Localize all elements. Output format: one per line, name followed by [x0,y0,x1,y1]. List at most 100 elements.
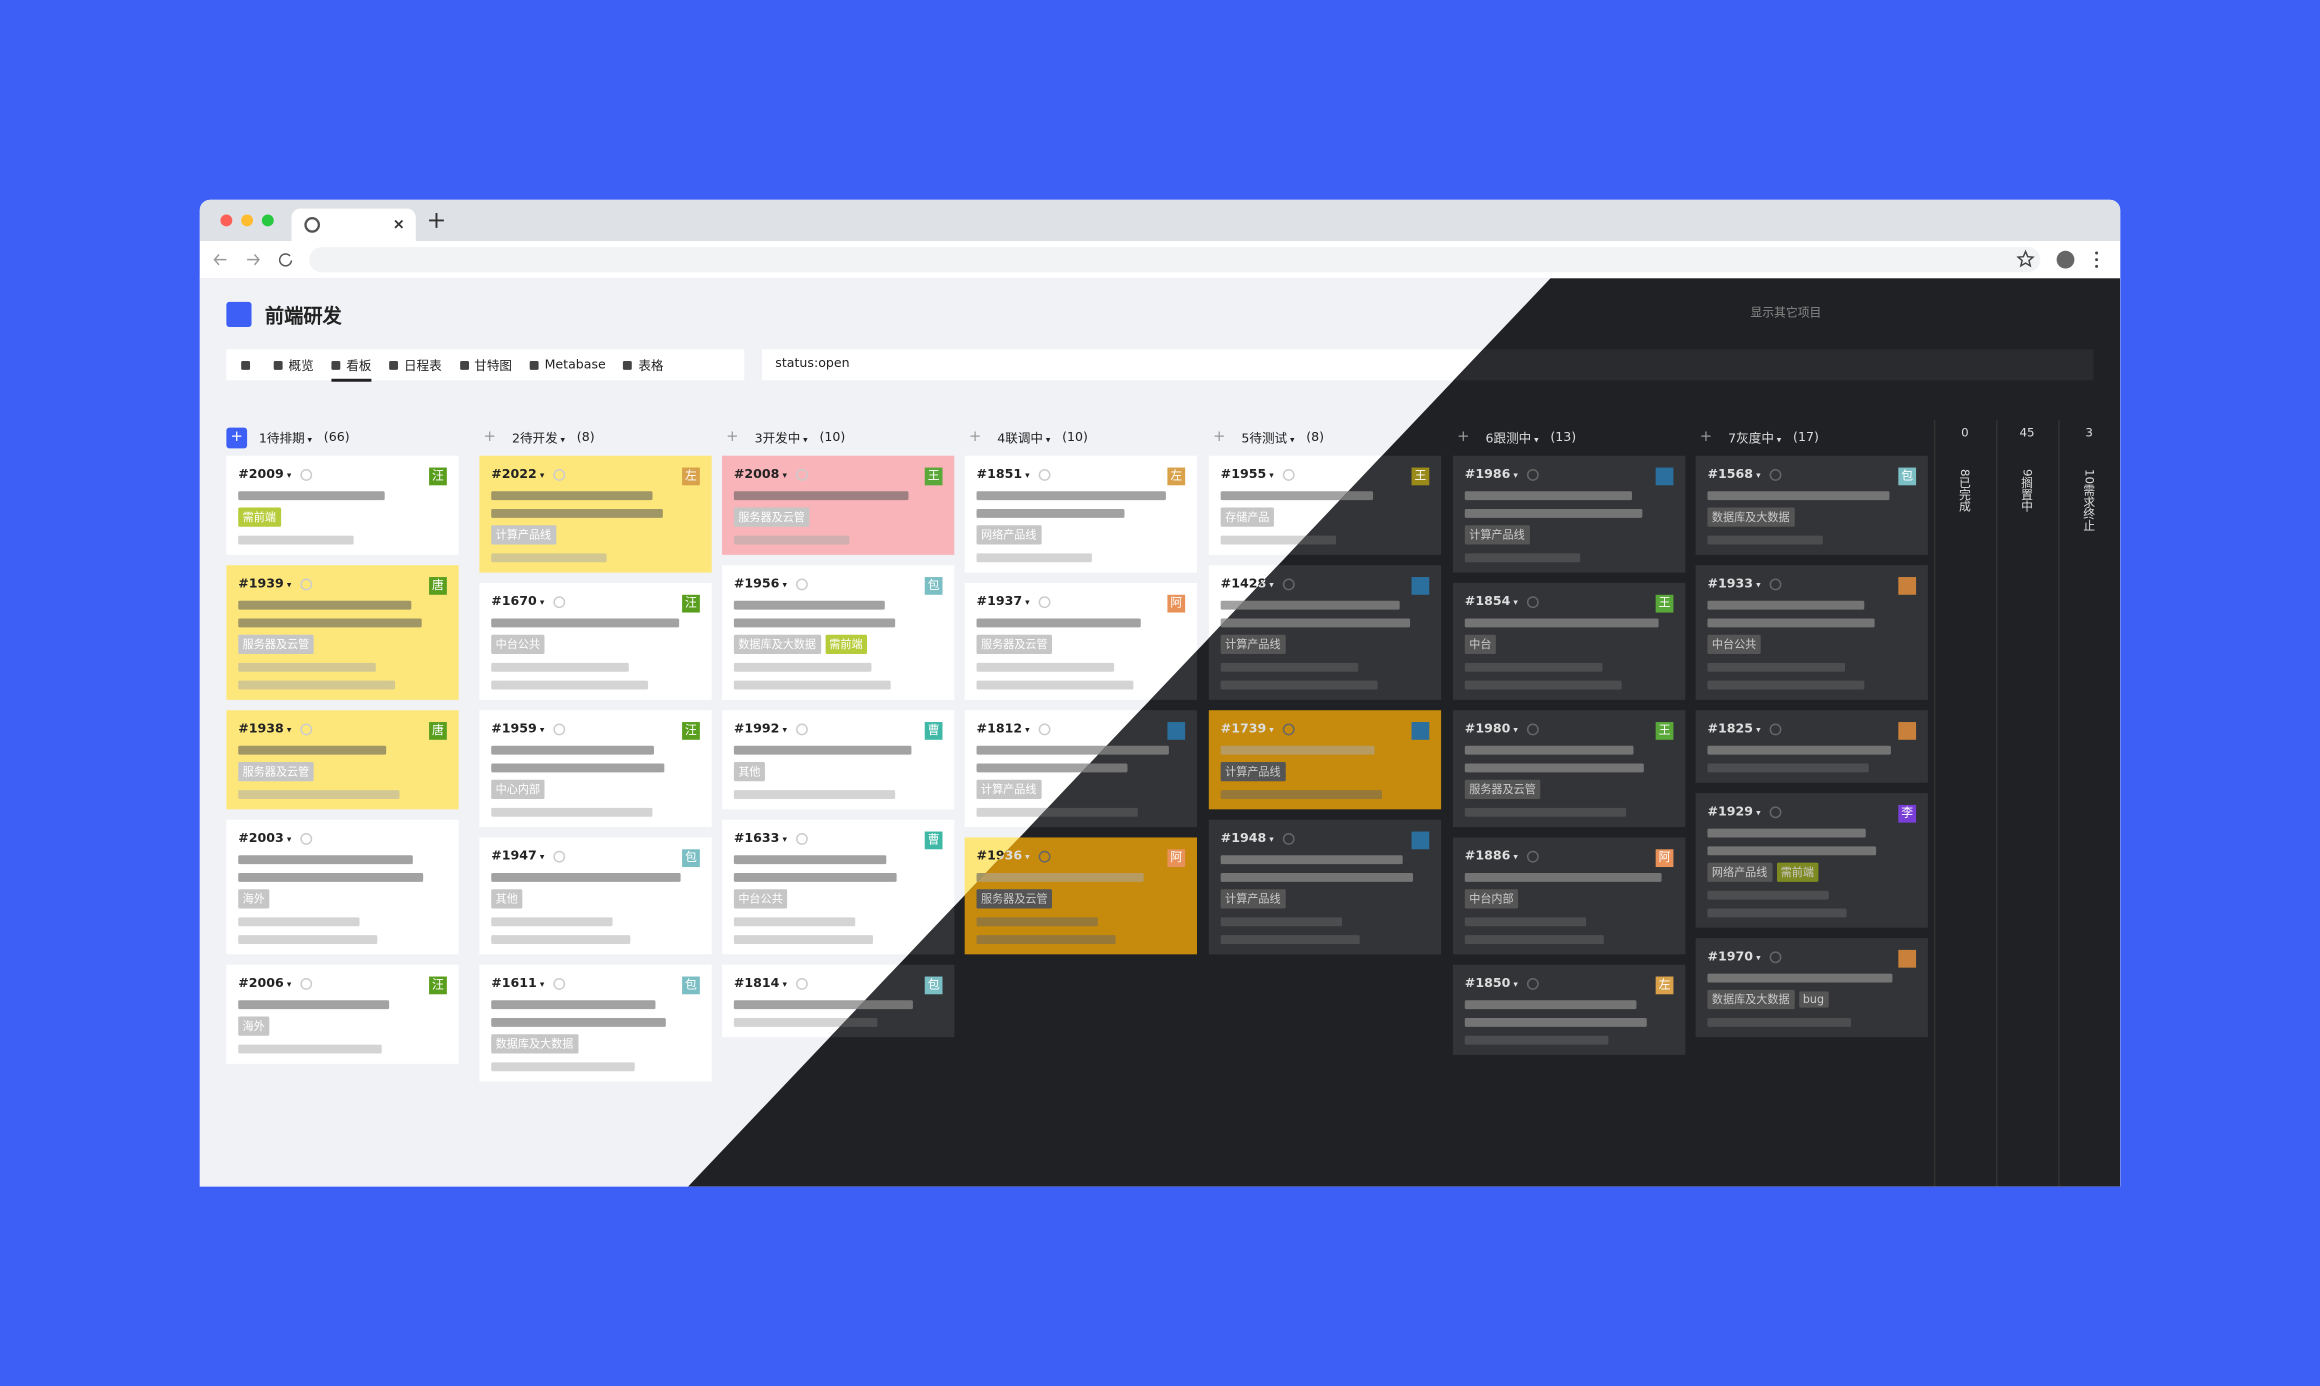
issue-card[interactable]: #1854 王中台 [1452,582,1686,700]
add-card[interactable]: + [483,429,496,446]
issue-id[interactable]: #1825 [1707,722,1760,737]
issue-id[interactable]: #1948 [1221,832,1274,847]
issue-id[interactable]: #1947 [491,849,544,864]
view-tab[interactable]: 概览 [274,348,314,381]
issue-id[interactable]: #1568 [1707,468,1760,483]
browser-tab[interactable] [291,208,416,242]
column-name[interactable]: 3开发中 [755,429,808,447]
nav-buttons[interactable] [212,250,301,269]
close-dot[interactable] [220,214,233,227]
view-tab[interactable]: 看板 [331,348,372,381]
issue-id[interactable]: #1886 [1465,849,1518,864]
add-card[interactable]: + [1212,429,1226,446]
issue-card[interactable]: #1739 计算产品线 [1208,710,1442,810]
issue-id[interactable]: #2009 [238,468,291,483]
column-name[interactable]: 5待测试 [1241,429,1294,447]
new-tab[interactable] [428,212,446,230]
collapsed-name: 9搁置中 [2020,469,2034,513]
issue-id[interactable]: #2003 [238,832,291,847]
add-card[interactable]: + [1457,429,1470,446]
issue-id[interactable]: #2008 [734,468,787,483]
issue-id[interactable]: #1739 [1221,722,1274,737]
issue-id[interactable]: #1670 [491,595,544,610]
add-card[interactable]: + [968,429,982,446]
add-card[interactable]: + [1699,429,1713,446]
view-tab[interactable]: 甘特图 [459,348,512,381]
issue-meta [491,680,648,690]
issue-card[interactable]: #1992 曹其他 [722,710,955,810]
issue-id[interactable]: #1850 [1465,977,1518,992]
zoom-dot[interactable] [261,214,274,227]
issue-id[interactable]: #1938 [238,722,291,737]
issue-id[interactable]: #1986 [1465,468,1518,483]
address-bar[interactable] [309,247,2041,273]
issue-id[interactable]: #2022 [491,468,544,483]
column-name[interactable]: 6跟测中 [1486,429,1539,447]
column-name[interactable]: 7灰度中 [1728,429,1781,447]
add-card[interactable]: + [226,427,248,449]
issue-meta [733,1017,878,1027]
issue-id[interactable]: #1814 [734,977,787,992]
collapsed-column[interactable]: 45 9搁置中 [1995,420,2057,1187]
issue-tag: 服务器及云管 [238,634,314,654]
issue-id[interactable]: #1939 [238,577,291,592]
add-card[interactable]: + [726,429,739,446]
view-tab[interactable]: 表格 [624,348,663,381]
minimize-dot[interactable] [241,214,254,227]
issue-id[interactable]: #1937 [977,595,1030,610]
column-name[interactable]: 1待排期 [259,429,312,447]
browser-icons[interactable] [2016,249,2115,271]
issue-card[interactable]: #1986 计算产品线 [1452,455,1686,573]
issue-id[interactable]: #1633 [734,832,787,847]
issue-id[interactable]: #1812 [977,722,1030,737]
issue-title-text [491,1017,667,1027]
column-name[interactable]: 2待开发 [512,429,565,447]
column-name[interactable]: 4联调中 [997,429,1050,447]
issue-id[interactable]: #1929 [1707,805,1760,820]
project-selector[interactable]: 显示其它项目 [1750,306,1822,320]
issue-id[interactable]: #1428 [1221,577,1274,592]
issue-card[interactable]: #2006 汪海外 [226,964,459,1064]
issue-card[interactable]: #1936阿服务器及云管 [964,837,1197,955]
issue-id[interactable]: #1959 [491,722,544,737]
issue-id[interactable]: #1992 [734,722,787,737]
collapsed-column[interactable]: 3 10需求终止 [2058,420,2119,1187]
issue-card[interactable]: #1825 [1695,710,1928,783]
issue-card[interactable]: #1850 左 [1452,964,1686,1055]
issue-tag: 计算产品线 [1220,761,1286,782]
issue-id[interactable]: #1854 [1465,595,1518,610]
settings-tab[interactable] [241,353,256,377]
issue-id[interactable]: #1980 [1465,722,1518,737]
issue-card[interactable]: #1933 中台公共 [1695,565,1928,700]
collapsed-column[interactable]: 0 8已完成 [1933,420,1995,1187]
issue-id[interactable]: #2006 [238,977,291,992]
view-tab[interactable]: 日程表 [389,348,442,381]
view-tab[interactable]: Metabase [530,350,606,380]
issue-id[interactable]: #1851 [977,468,1030,483]
issue-card[interactable]: #1948 计算产品线 [1208,819,1442,955]
issue-card[interactable]: #1947 包其他 [479,837,712,955]
issue-id[interactable]: #1956 [734,577,787,592]
issue-id[interactable]: #1611 [491,977,544,992]
issue-id[interactable]: #1970 [1707,950,1760,965]
issue-id[interactable]: #1955 [1221,468,1274,483]
issue-card[interactable]: #2003 海外 [226,819,459,955]
issue-id[interactable]: #1933 [1707,577,1760,592]
